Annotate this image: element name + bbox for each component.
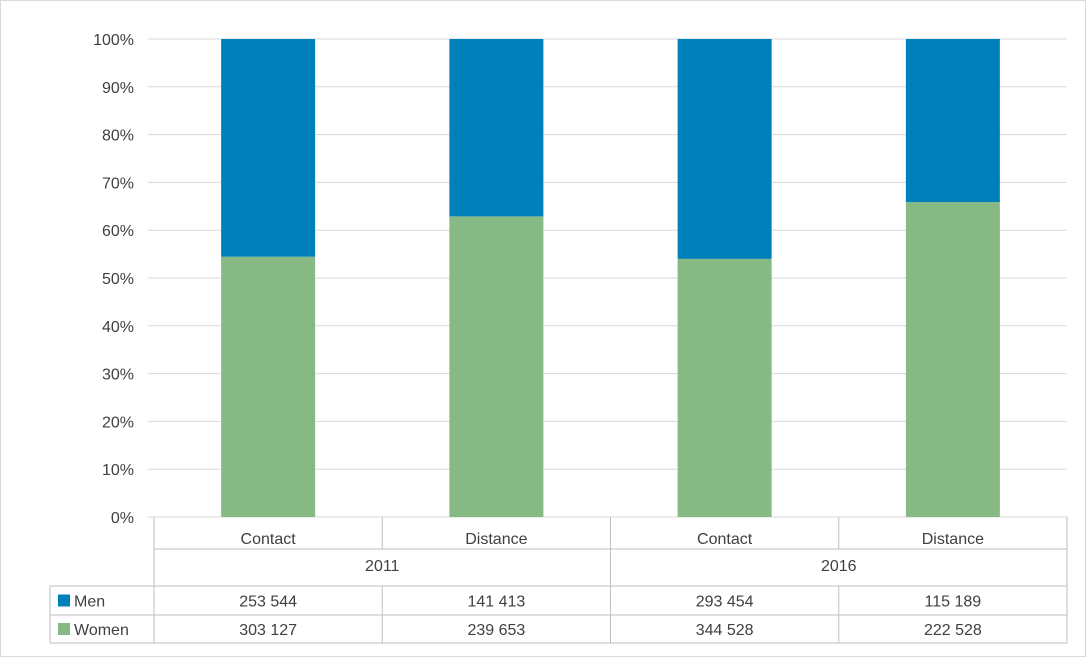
y-tick-label: 10% (102, 462, 134, 479)
legend-label-women: Women (74, 622, 129, 639)
x-category-label: Contact (241, 531, 297, 548)
table-cell: 141 413 (467, 594, 525, 611)
bar-women (449, 216, 544, 517)
y-tick-label: 0% (111, 510, 134, 527)
bar-women (677, 258, 772, 517)
legend-swatch-women (58, 623, 70, 635)
y-tick-label: 40% (102, 319, 134, 336)
y-tick-label: 50% (102, 271, 134, 288)
data-table: Contact Distance Contact Distance 2011 2016 Me… (49, 517, 1068, 644)
y-tick-label: 80% (102, 128, 134, 145)
y-tick-label: 90% (102, 80, 134, 97)
bars (221, 39, 1000, 517)
y-tick-label: 100% (93, 32, 134, 49)
bar-men (221, 39, 316, 257)
table-cell: 293 454 (696, 594, 754, 611)
table-cell: 344 528 (696, 622, 754, 639)
table-cell: 303 127 (239, 622, 297, 639)
x-category-label: Distance (465, 531, 527, 548)
table-cell: 222 528 (924, 622, 982, 639)
table-cell: 239 653 (467, 622, 525, 639)
table-cell: 253 544 (239, 594, 297, 611)
y-axis-ticks: 0% 10% 20% 30% 40% 50% 60% 70% 80% 90% 100% (93, 32, 134, 527)
table-cell: 115 189 (925, 594, 982, 611)
y-tick-label: 20% (102, 414, 134, 431)
bar-men (449, 39, 544, 217)
x-group-label: 2016 (821, 558, 857, 575)
bar-men (905, 39, 1000, 203)
legend-swatch-men (58, 594, 70, 607)
bar-women (221, 256, 316, 517)
x-group-label: 2011 (365, 558, 400, 575)
y-tick-label: 60% (102, 223, 134, 240)
bar-men (677, 39, 772, 259)
bar-women (905, 202, 1000, 517)
x-category-label: Contact (697, 531, 753, 548)
legend-label-men: Men (74, 594, 105, 611)
y-tick-label: 30% (102, 367, 134, 384)
y-tick-label: 70% (102, 175, 134, 192)
x-category-label: Distance (922, 531, 984, 548)
